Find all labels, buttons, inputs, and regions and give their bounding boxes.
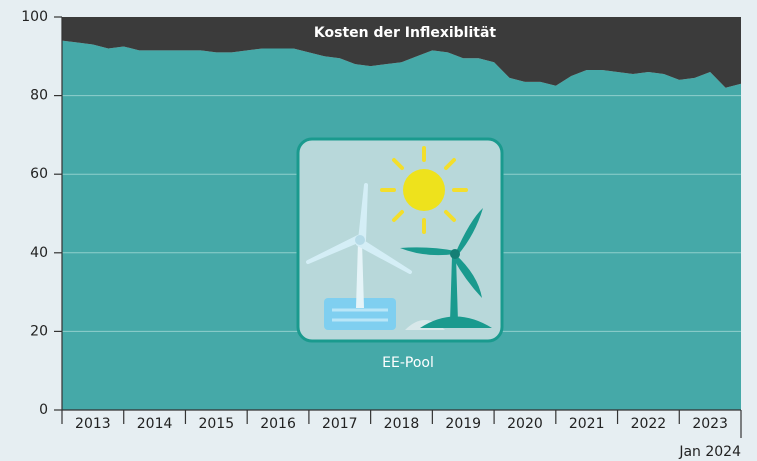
axes: 0 20 40 60 80 100 2013 2014 2015 2016 2017 2018 2019… <box>21 9 742 460</box>
y-tick-label: 0 <box>39 402 48 418</box>
x-tick-label: 2017 <box>322 416 358 432</box>
x-tick-label: 2019 <box>445 416 481 432</box>
ee-pool-icon <box>296 137 504 343</box>
x-tick-label: 2022 <box>631 416 667 432</box>
x-tick-label: 2018 <box>384 416 420 432</box>
x-tick-label: 2015 <box>198 416 234 432</box>
area <box>62 17 741 88</box>
x-tick-label: 2023 <box>692 416 728 432</box>
x-tick-label: 2013 <box>75 416 111 432</box>
x-tick-label: 2016 <box>260 416 296 432</box>
area-label: EE-Pool <box>382 355 434 371</box>
y-tick-label: 60 <box>30 166 48 182</box>
y-tick-label: 20 <box>30 323 48 339</box>
y-tick-label: 100 <box>21 9 48 25</box>
y-tick-label: 80 <box>30 88 48 104</box>
area-label: Kosten der Inflexiblität <box>314 25 497 41</box>
x-tick-label: 2020 <box>507 416 543 432</box>
x-tick-label: 2021 <box>569 416 605 432</box>
x-tick-label: Jan 2024 <box>678 444 741 460</box>
x-tick-label: 2014 <box>137 416 173 432</box>
y-tick-label: 40 <box>30 245 48 261</box>
